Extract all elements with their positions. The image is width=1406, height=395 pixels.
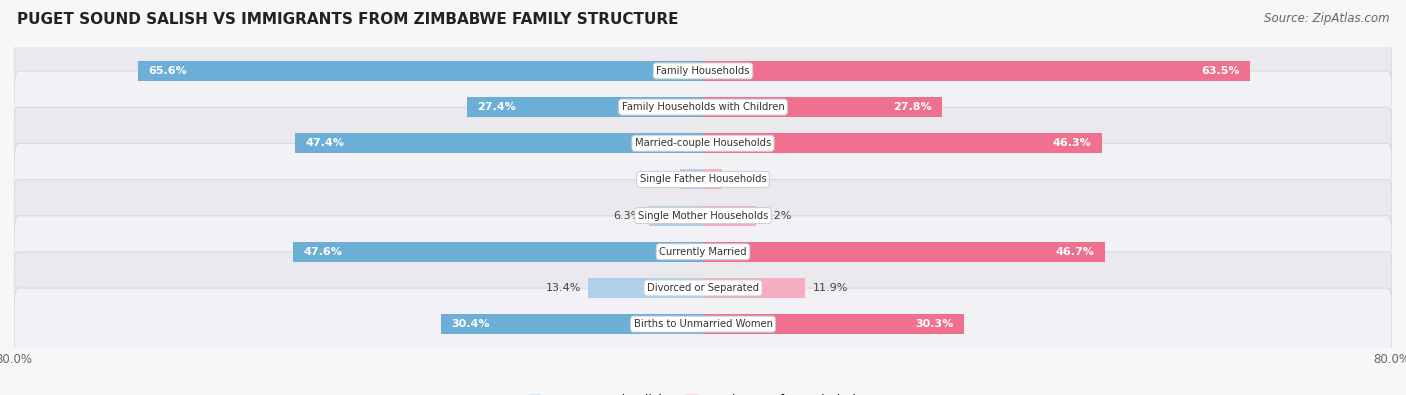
Text: PUGET SOUND SALISH VS IMMIGRANTS FROM ZIMBABWE FAMILY STRUCTURE: PUGET SOUND SALISH VS IMMIGRANTS FROM ZI… <box>17 12 678 27</box>
Bar <box>295 133 703 153</box>
Text: 47.6%: 47.6% <box>304 247 342 257</box>
Text: 30.3%: 30.3% <box>915 319 953 329</box>
Bar <box>703 242 1105 262</box>
Text: 27.8%: 27.8% <box>893 102 932 112</box>
FancyBboxPatch shape <box>14 71 1392 143</box>
Bar <box>679 169 703 189</box>
Text: 46.7%: 46.7% <box>1056 247 1095 257</box>
Bar <box>703 61 1250 81</box>
FancyBboxPatch shape <box>14 35 1392 107</box>
Bar <box>703 206 756 226</box>
FancyBboxPatch shape <box>14 288 1392 360</box>
Bar <box>467 97 703 117</box>
Bar <box>588 278 703 298</box>
Text: 2.2%: 2.2% <box>728 175 758 184</box>
Text: 65.6%: 65.6% <box>149 66 187 76</box>
Bar <box>703 314 965 334</box>
Bar <box>138 61 703 81</box>
Text: Family Households with Children: Family Households with Children <box>621 102 785 112</box>
Bar <box>441 314 703 334</box>
Bar <box>703 278 806 298</box>
Text: 13.4%: 13.4% <box>546 283 581 293</box>
Text: 6.2%: 6.2% <box>763 211 792 220</box>
Bar <box>703 169 721 189</box>
FancyBboxPatch shape <box>14 143 1392 215</box>
Text: Single Mother Households: Single Mother Households <box>638 211 768 220</box>
Text: Family Households: Family Households <box>657 66 749 76</box>
Bar <box>648 206 703 226</box>
Text: Source: ZipAtlas.com: Source: ZipAtlas.com <box>1264 12 1389 25</box>
Text: 63.5%: 63.5% <box>1201 66 1240 76</box>
Text: 6.3%: 6.3% <box>613 211 643 220</box>
Bar <box>703 133 1102 153</box>
FancyBboxPatch shape <box>14 180 1392 252</box>
Bar <box>292 242 703 262</box>
Text: Currently Married: Currently Married <box>659 247 747 257</box>
Text: Single Father Households: Single Father Households <box>640 175 766 184</box>
Text: Divorced or Separated: Divorced or Separated <box>647 283 759 293</box>
FancyBboxPatch shape <box>14 216 1392 288</box>
Text: Married-couple Households: Married-couple Households <box>636 138 770 148</box>
Text: 2.7%: 2.7% <box>644 175 673 184</box>
Text: 46.3%: 46.3% <box>1053 138 1091 148</box>
Text: 27.4%: 27.4% <box>478 102 516 112</box>
FancyBboxPatch shape <box>14 107 1392 179</box>
Text: Births to Unmarried Women: Births to Unmarried Women <box>634 319 772 329</box>
Text: 30.4%: 30.4% <box>451 319 491 329</box>
Bar <box>703 97 942 117</box>
Text: 47.4%: 47.4% <box>305 138 344 148</box>
Legend: Puget Sound Salish, Immigrants from Zimbabwe: Puget Sound Salish, Immigrants from Zimb… <box>527 394 879 395</box>
FancyBboxPatch shape <box>14 252 1392 324</box>
Text: 11.9%: 11.9% <box>813 283 848 293</box>
